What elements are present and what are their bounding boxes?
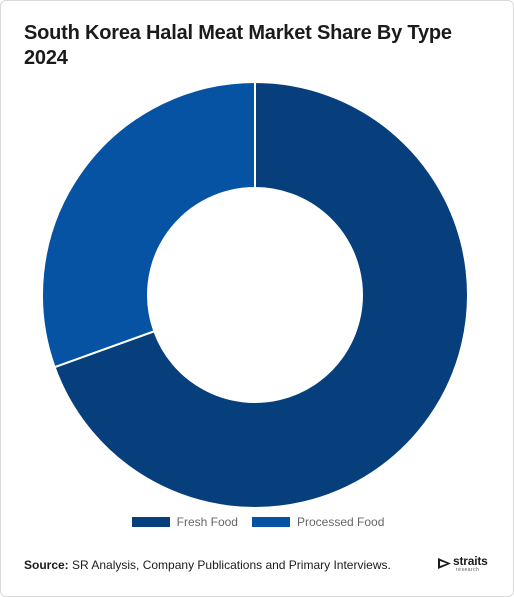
- straits-research-logo: straits research: [438, 554, 498, 574]
- legend-swatch: [251, 517, 290, 527]
- donut-chart: [41, 80, 469, 509]
- chart-legend: Fresh Food Processed Food: [1, 515, 513, 529]
- source-note: Source: SR Analysis, Company Publication…: [24, 558, 391, 572]
- straits-logo-icon: [438, 558, 451, 569]
- source-key: Source:: [24, 558, 69, 572]
- legend-label: Processed Food: [296, 515, 385, 529]
- legend-item-fresh-food[interactable]: Fresh Food: [131, 515, 238, 529]
- legend-swatch: [131, 517, 170, 527]
- donut-slice-fresh-food[interactable]: [53, 80, 469, 509]
- legend-item-processed-food[interactable]: Processed Food: [251, 515, 385, 529]
- chart-title: South Korea Halal Meat Market Share By T…: [24, 22, 452, 69]
- legend-label: Fresh Food: [176, 515, 238, 529]
- donut-slice-processed-food[interactable]: [41, 80, 256, 369]
- logo-wordmark: straits: [453, 554, 488, 568]
- logo-subtext: research: [456, 567, 480, 573]
- source-text: SR Analysis, Company Publications and Pr…: [68, 558, 391, 572]
